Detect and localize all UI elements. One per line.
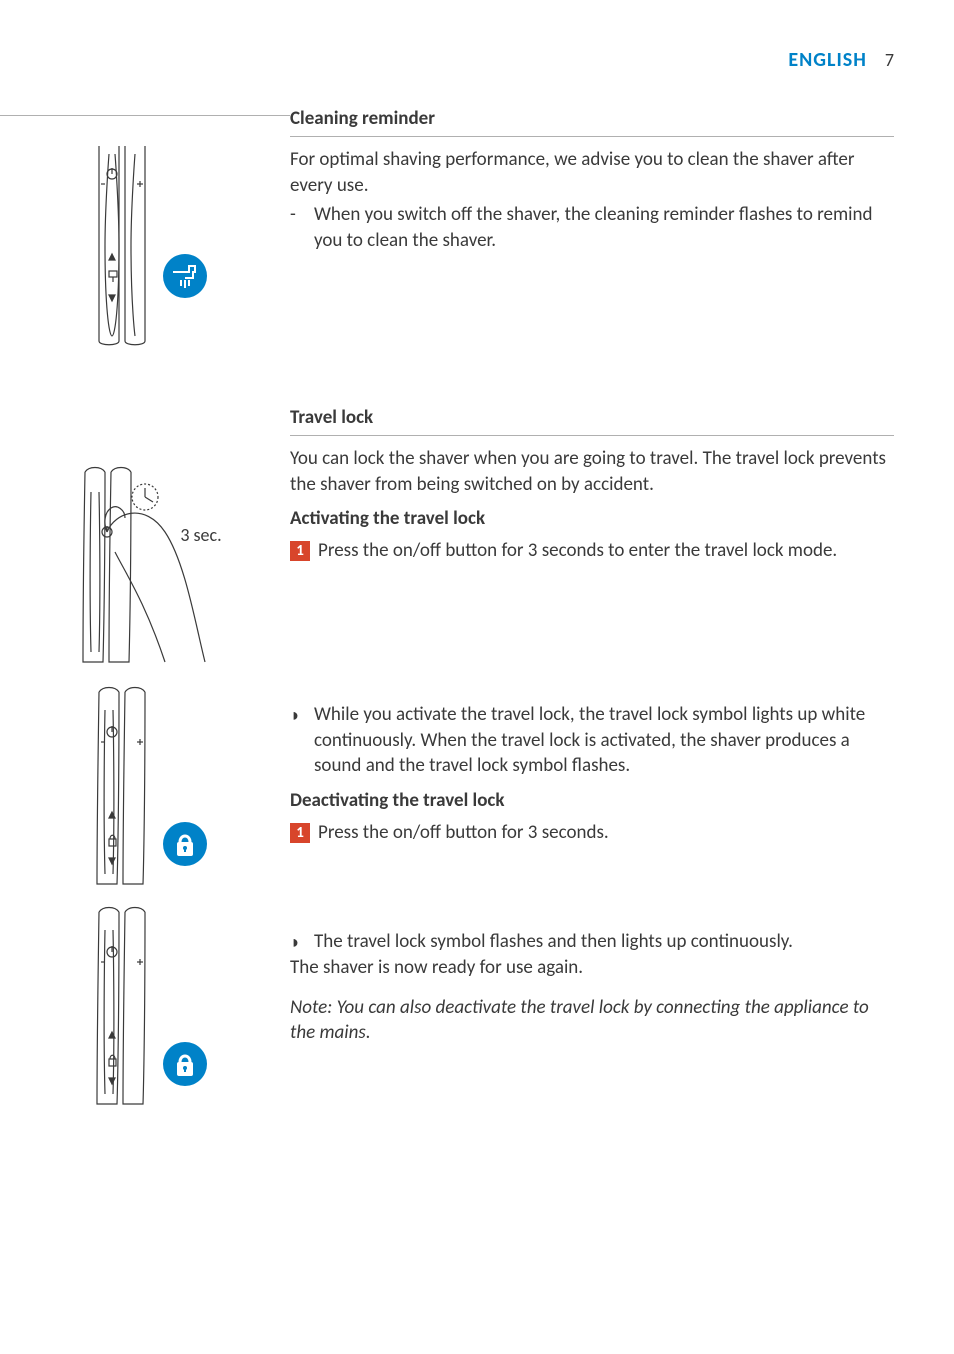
bullet-mark-icon-2: ◗ (290, 931, 304, 955)
cleaning-intro-text: For optimal shaving performance, we advi… (290, 147, 894, 198)
illustration-column-1 (0, 107, 290, 346)
section-travel-lock: 3 sec. (0, 406, 894, 1114)
page-header: ENGLISH 7 (788, 48, 894, 72)
activating-bullet: ◗ While you activate the travel lock, th… (290, 702, 894, 779)
heading-cleaning-reminder: Cleaning reminder (290, 107, 894, 137)
cleaning-dash-text: When you switch off the shaver, the clea… (314, 202, 894, 253)
activating-step-1: 1 Press the on/off button for 3 seconds … (290, 538, 894, 564)
activating-bullet-text: While you activate the travel lock, the … (314, 702, 894, 779)
deactivating-followup: The shaver is now ready for use again. (290, 955, 894, 981)
shaver-lock-icon-2 (65, 904, 225, 1114)
page-number: 7 (885, 49, 894, 71)
three-sec-text: 3 sec. (56, 524, 346, 546)
dash-mark: - (290, 202, 314, 253)
cleaning-dash-item: - When you switch off the shaver, the cl… (290, 202, 894, 253)
language-label: ENGLISH (788, 48, 867, 72)
step-number-box-2: 1 (290, 823, 310, 843)
illustration-column-2: 3 sec. (0, 406, 290, 1114)
subheading-deactivating: Deactivating the travel lock (290, 789, 894, 812)
deactivating-bullet-text: The travel lock symbol flashes and then … (314, 929, 894, 955)
bullet-mark-icon: ◗ (290, 704, 304, 779)
shaver-press-3sec-icon (55, 462, 235, 672)
activating-step-text: Press the on/off button for 3 seconds to… (318, 538, 837, 564)
subheading-activating: Activating the travel lock (290, 507, 894, 530)
deactivating-step-text: Press the on/off button for 3 seconds. (318, 820, 609, 846)
page-content: Cleaning reminder For optimal shaving pe… (0, 107, 894, 1114)
travel-lock-intro: You can lock the shaver when you are goi… (290, 446, 894, 497)
text-column-1: Cleaning reminder For optimal shaving pe… (290, 107, 894, 254)
shaver-faucet-icon (65, 146, 225, 346)
section-cleaning-reminder: Cleaning reminder For optimal shaving pe… (0, 107, 894, 346)
travel-lock-note: Note: You can also deactivate the travel… (290, 995, 894, 1046)
deactivating-step-1: 1 Press the on/off button for 3 seconds. (290, 820, 894, 846)
shaver-lock-icon (65, 684, 225, 894)
text-column-2: Travel lock You can lock the shaver when… (290, 406, 894, 1046)
heading-travel-lock: Travel lock (290, 406, 894, 436)
deactivating-bullet: ◗ The travel lock symbol flashes and the… (290, 929, 894, 955)
